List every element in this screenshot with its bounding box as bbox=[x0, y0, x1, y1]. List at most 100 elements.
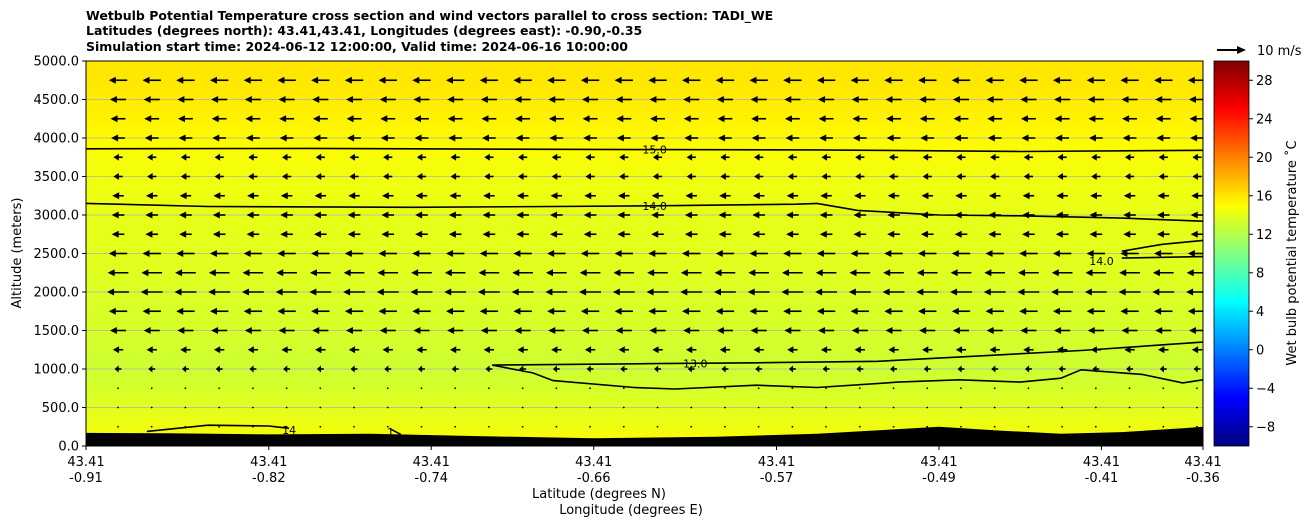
wind-vector bbox=[787, 173, 797, 180]
wind-vector bbox=[416, 153, 427, 161]
wind-vector bbox=[684, 230, 698, 238]
wind-vector bbox=[555, 387, 558, 390]
wind-vector bbox=[212, 211, 226, 219]
wind-vector bbox=[1196, 425, 1198, 428]
x-tick-label-lat: 43.41 bbox=[758, 455, 795, 470]
wind-vector bbox=[1023, 346, 1034, 354]
y-tick-label: 500.0 bbox=[42, 401, 79, 416]
wind-vector bbox=[347, 230, 361, 238]
wind-vector bbox=[1027, 406, 1030, 409]
wind-vector bbox=[277, 307, 296, 315]
wind-vector bbox=[1192, 173, 1202, 180]
x-tick-label-lat: 43.41 bbox=[250, 455, 287, 470]
wind-vector bbox=[1156, 211, 1170, 219]
wind-vector bbox=[617, 230, 631, 238]
wind-vector bbox=[1090, 192, 1102, 200]
wind-vector bbox=[990, 173, 1000, 180]
x-tick-label-lon: -0.91 bbox=[69, 471, 103, 486]
wind-vector bbox=[752, 230, 765, 238]
wind-vector bbox=[413, 115, 429, 123]
wind-vector bbox=[386, 425, 389, 428]
wind-vector bbox=[412, 76, 431, 84]
wind-vector bbox=[353, 387, 355, 390]
wind-vector bbox=[585, 153, 595, 161]
wind-vector bbox=[918, 76, 937, 84]
wind-vector bbox=[616, 115, 632, 123]
wind-vector bbox=[218, 425, 221, 428]
wind-vector bbox=[180, 346, 191, 354]
wind-vector bbox=[822, 365, 830, 373]
wind-vector bbox=[825, 406, 827, 409]
wind-vector bbox=[1120, 307, 1139, 315]
wind-vector bbox=[819, 211, 833, 219]
wind-vector bbox=[821, 153, 831, 161]
wind-vector bbox=[622, 387, 625, 390]
wind-vector bbox=[586, 365, 594, 373]
wind-vector bbox=[755, 365, 763, 373]
wind-vector bbox=[1052, 307, 1072, 315]
contour-line bbox=[1121, 239, 1203, 252]
wind-vector bbox=[916, 288, 939, 296]
colorbar-tick-label: 16 bbox=[1256, 189, 1273, 204]
wind-vector bbox=[382, 346, 393, 354]
wind-vector bbox=[112, 192, 124, 200]
wind-vector bbox=[1020, 327, 1037, 334]
wind-vector bbox=[175, 269, 196, 277]
wind-vector bbox=[245, 115, 261, 123]
wind-vector bbox=[1051, 288, 1074, 296]
wind-vector bbox=[208, 288, 231, 296]
wind-vector bbox=[445, 76, 465, 84]
wind-vector bbox=[1154, 307, 1173, 315]
contour-line bbox=[390, 428, 402, 436]
wind-vector bbox=[1119, 269, 1140, 277]
wind-vector bbox=[242, 269, 264, 277]
wind-vector bbox=[514, 96, 531, 103]
wind-vector bbox=[613, 269, 635, 277]
wind-vector bbox=[853, 211, 867, 219]
wind-vector bbox=[1094, 425, 1097, 428]
y-tick-label: 3000.0 bbox=[34, 209, 80, 224]
wind-vector bbox=[1158, 346, 1169, 354]
wind-vector bbox=[1155, 96, 1172, 103]
wind-vector bbox=[750, 327, 767, 334]
wind-vector bbox=[277, 250, 296, 257]
wind-vector bbox=[386, 406, 389, 409]
wind-vector bbox=[548, 96, 565, 103]
chart-title-line-3: Simulation start time: 2024-06-12 12:00:… bbox=[86, 39, 628, 54]
wind-vector bbox=[786, 192, 799, 200]
wind-vector bbox=[146, 346, 157, 354]
colorbar-tick-label: 28 bbox=[1256, 74, 1273, 89]
wind-vector bbox=[1158, 153, 1168, 161]
wind-vector bbox=[251, 406, 254, 409]
wind-vector bbox=[1162, 387, 1165, 390]
wind-vector bbox=[1089, 230, 1103, 238]
wind-vector bbox=[1085, 269, 1107, 277]
wind-vector bbox=[315, 153, 325, 161]
wind-vector bbox=[1061, 387, 1064, 390]
wind-vector bbox=[312, 115, 328, 123]
wind-vector bbox=[311, 250, 330, 257]
wind-vector bbox=[481, 115, 497, 123]
colorbar-label: Wet bulb potential temperature ˚C bbox=[1284, 140, 1300, 365]
wind-vector bbox=[850, 250, 870, 257]
wind-vector bbox=[956, 153, 966, 161]
wind-vector bbox=[651, 211, 664, 219]
wind-vector bbox=[514, 327, 531, 334]
wind-vector bbox=[244, 96, 261, 103]
wind-vector bbox=[656, 406, 659, 409]
wind-vector bbox=[1152, 288, 1175, 296]
wind-vector bbox=[988, 192, 1001, 200]
wind-vector bbox=[580, 250, 600, 257]
x-tick-label-lat: 43.41 bbox=[67, 455, 104, 470]
wind-vector bbox=[213, 192, 225, 200]
wind-vector bbox=[111, 211, 125, 219]
wind-vector bbox=[1023, 153, 1034, 161]
wind-vector bbox=[218, 387, 221, 390]
wind-vector bbox=[488, 406, 490, 409]
wind-vector bbox=[516, 230, 529, 238]
wind-vector bbox=[551, 153, 561, 161]
wind-vector bbox=[960, 425, 962, 428]
colorbar-tick-label: 4 bbox=[1256, 305, 1264, 320]
contour-line bbox=[86, 202, 1203, 222]
wind-vector bbox=[885, 327, 902, 334]
